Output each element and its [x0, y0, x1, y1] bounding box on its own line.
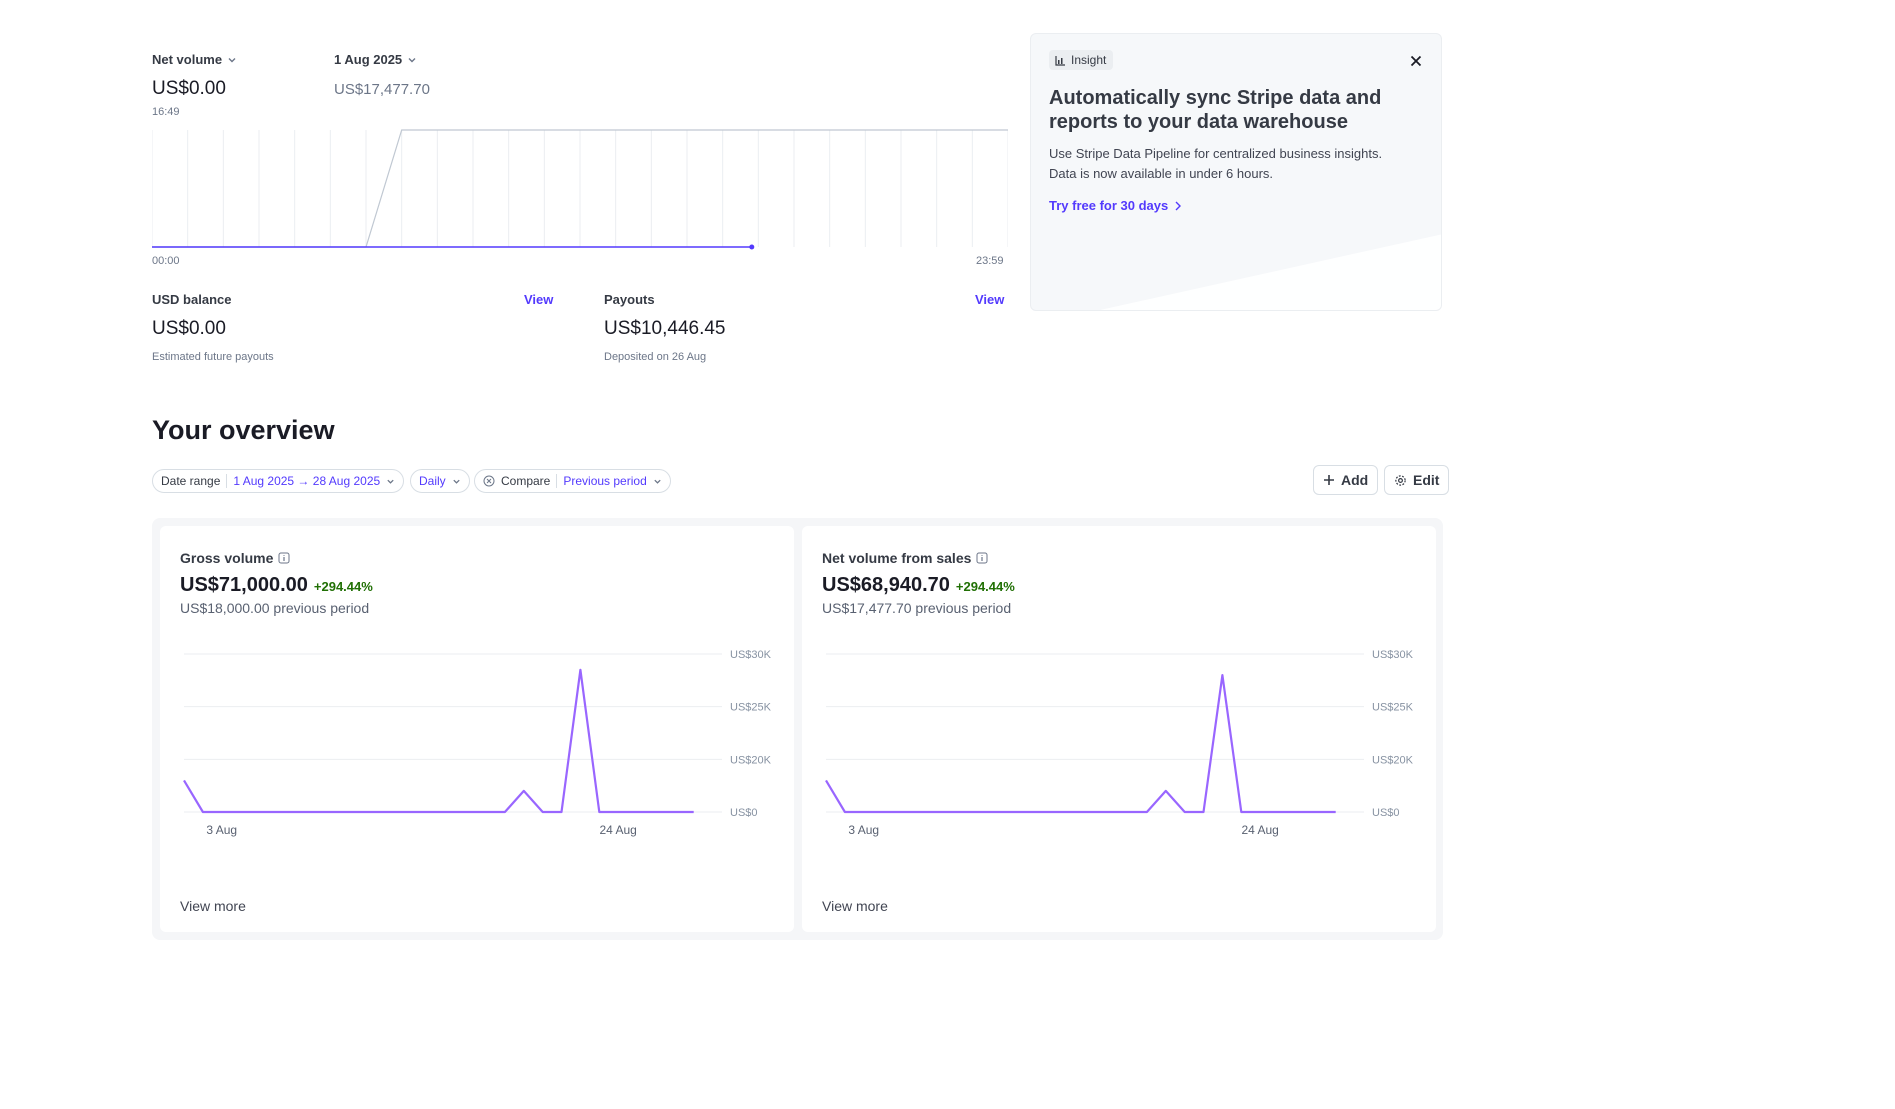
y-tick-label: US$25K [1372, 702, 1414, 714]
card-title: Gross volume [180, 550, 290, 566]
add-button-label: Add [1341, 472, 1369, 488]
try-free-label: Try free for 30 days [1049, 198, 1169, 213]
insight-badge-label: Insight [1071, 53, 1107, 67]
metric-selector-label: Net volume [152, 52, 223, 67]
view-more-link[interactable]: View more [822, 898, 888, 914]
y-tick-label: US$0 [1372, 807, 1400, 819]
chevron-down-icon [408, 57, 416, 62]
y-tick-label: US$0 [730, 807, 758, 819]
metric-time: 16:49 [152, 106, 180, 118]
date-range-filter[interactable]: Date range 1 Aug 2025 → 28 Aug 2025 [152, 469, 405, 493]
insight-body-line-2: Data is now available in under 6 hours. [1049, 166, 1274, 181]
compare-value: US$17,477.70 [334, 81, 430, 98]
view-more-link[interactable]: View more [180, 898, 246, 914]
x-tick-label: 3 Aug [206, 823, 237, 837]
card-change: +294.44% [955, 579, 1015, 594]
metric-value: US$0.00 [152, 78, 226, 99]
series-line [825, 673, 1336, 814]
series-line [183, 668, 694, 814]
remove-circle-icon[interactable] [483, 475, 495, 487]
card-title: Net volume from sales [822, 550, 988, 566]
plus-icon [1324, 475, 1334, 485]
chevron-down-icon [654, 479, 661, 484]
insight-decoration [1100, 234, 1441, 310]
today-axis-end: 23:59 [976, 255, 1004, 267]
bar-chart-icon [1055, 55, 1065, 66]
payouts-sub: Deposited on 26 Aug [604, 351, 707, 363]
card-value: US$71,000.00 +294.44% [180, 574, 373, 597]
card-change: +294.44% [313, 579, 373, 594]
payouts-view-link[interactable]: View [975, 292, 1005, 307]
insight-badge: Insight [1049, 50, 1114, 70]
current-point [749, 244, 755, 250]
x-tick-label: 24 Aug [1241, 823, 1278, 837]
compare-date-selector[interactable]: 1 Aug 2025 [334, 52, 417, 67]
card-title-text: Gross volume [180, 550, 274, 566]
insight-body: Use Stripe Data Pipeline for centralized… [1049, 144, 1429, 184]
card-value-amount: US$71,000.00 [180, 574, 308, 596]
chevron-down-icon [387, 479, 394, 484]
usd-balance-value: US$0.00 [152, 318, 226, 339]
card-value: US$68,940.70 +294.44% [822, 574, 1015, 597]
payouts-value: US$10,446.45 [604, 318, 726, 339]
gross-volume-card[interactable]: Gross volume US$71,000.00 +294.44% US$18… [160, 526, 794, 932]
edit-button[interactable]: Edit [1384, 465, 1450, 495]
info-icon[interactable] [976, 552, 988, 564]
overview-cards: Gross volume US$71,000.00 +294.44% US$18… [152, 518, 1443, 940]
y-tick-label: US$20K [1372, 754, 1414, 766]
payouts-label: Payouts [604, 292, 655, 307]
usd-balance-view-link[interactable]: View [524, 292, 554, 307]
usd-balance-label: USD balance [152, 292, 232, 307]
usd-balance-sub: Estimated future payouts [152, 351, 274, 363]
divider [226, 474, 228, 488]
overview-title: Your overview [152, 415, 335, 445]
date-range-label: Date range [161, 474, 221, 488]
y-tick-label: US$20K [730, 754, 772, 766]
compare-label: Compare [501, 474, 551, 488]
net-volume-from-sales-card[interactable]: Net volume from sales US$68,940.70 +294.… [802, 526, 1436, 932]
insight-body-line-1: Use Stripe Data Pipeline for centralized… [1049, 146, 1383, 161]
close-button[interactable] [1405, 50, 1427, 72]
y-tick-label: US$30K [730, 649, 772, 661]
add-button[interactable]: Add [1313, 465, 1379, 495]
card-previous: US$17,477.70 previous period [822, 600, 1012, 616]
x-tick-label: 3 Aug [848, 823, 879, 837]
compare-date-label: 1 Aug 2025 [334, 52, 403, 67]
today-chart [152, 129, 1008, 250]
edit-button-label: Edit [1413, 472, 1440, 488]
close-icon [1410, 55, 1422, 67]
chevron-down-icon [228, 57, 236, 62]
gross-volume-chart: US$30K US$25K US$20K US$0 3 Aug 24 Aug [183, 649, 772, 837]
metric-selector[interactable]: Net volume [152, 52, 237, 67]
card-value-amount: US$68,940.70 [822, 574, 950, 596]
divider [556, 474, 558, 488]
interval-filter[interactable]: Daily [410, 469, 470, 493]
compare-filter[interactable]: Compare Previous period [474, 469, 671, 493]
chevron-right-icon [1175, 201, 1182, 210]
try-free-link[interactable]: Try free for 30 days [1049, 198, 1182, 213]
card-previous: US$18,000.00 previous period [180, 600, 370, 616]
insight-card: Insight Automatically sync Stripe data a… [1030, 33, 1442, 311]
compare-period-value: Previous period [563, 474, 647, 488]
y-tick-label: US$25K [730, 702, 772, 714]
today-axis-start: 00:00 [152, 255, 180, 267]
insight-title: Automatically sync Stripe data and repor… [1049, 87, 1382, 133]
gear-icon [1395, 474, 1406, 486]
y-tick-label: US$30K [1372, 649, 1414, 661]
chevron-down-icon [453, 479, 460, 484]
date-range-value: 1 Aug 2025 → 28 Aug 2025 [233, 474, 381, 488]
interval-value: Daily [419, 474, 446, 488]
x-tick-label: 24 Aug [599, 823, 636, 837]
info-icon[interactable] [278, 552, 290, 564]
net-volume-from-sales-chart: US$30K US$25K US$20K US$0 3 Aug 24 Aug [825, 649, 1414, 837]
card-title-text: Net volume from sales [822, 550, 972, 566]
